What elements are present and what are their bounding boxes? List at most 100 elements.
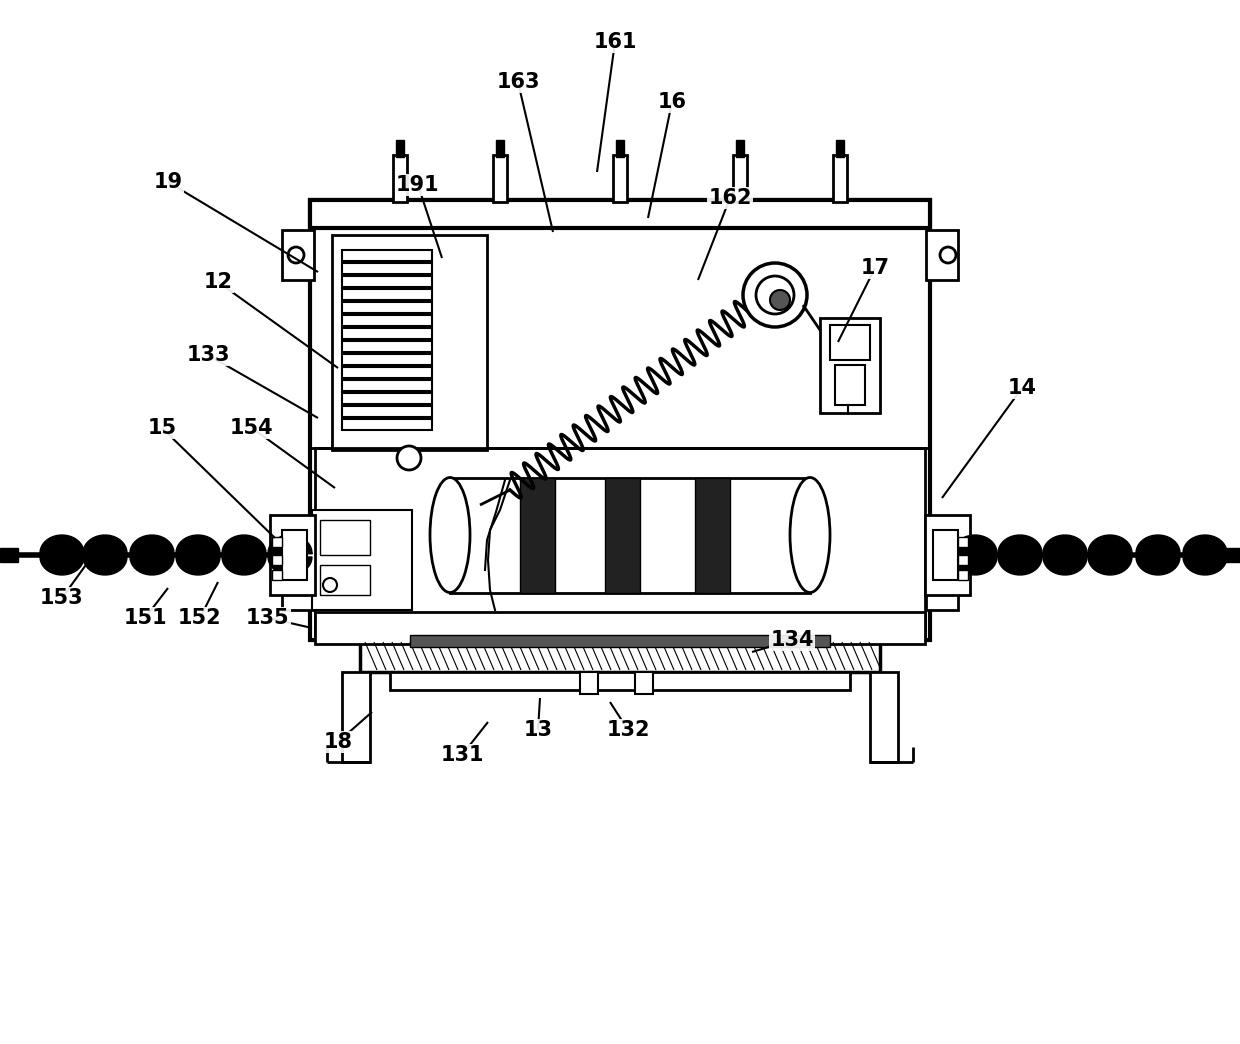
Bar [520, 478, 556, 593]
Bar [580, 672, 598, 694]
Polygon shape [268, 536, 312, 553]
Text: 133: 133 [186, 345, 229, 365]
Bar [332, 235, 487, 450]
Bar [342, 289, 432, 300]
Bar [342, 250, 432, 261]
Polygon shape [83, 536, 126, 553]
Bar [450, 478, 810, 593]
Bar [360, 640, 880, 672]
Ellipse shape [430, 477, 470, 593]
Bar [830, 325, 870, 360]
Bar [1221, 548, 1240, 562]
Text: 162: 162 [708, 188, 751, 208]
Polygon shape [1043, 536, 1087, 553]
Text: 14: 14 [1007, 378, 1037, 398]
Bar [342, 302, 432, 313]
Bar [820, 318, 880, 413]
Text: 19: 19 [154, 172, 182, 192]
Circle shape [743, 263, 807, 327]
Polygon shape [222, 557, 267, 575]
Text: 161: 161 [593, 32, 637, 52]
Bar [694, 478, 730, 593]
Bar [959, 537, 968, 547]
Bar [342, 367, 432, 378]
Bar [281, 560, 314, 610]
Bar [342, 276, 432, 287]
Polygon shape [1043, 557, 1087, 575]
Bar [925, 515, 970, 595]
Circle shape [770, 290, 790, 310]
Bar [310, 200, 930, 640]
Polygon shape [1183, 536, 1228, 553]
Circle shape [288, 247, 304, 263]
Circle shape [397, 446, 422, 470]
Bar [835, 365, 866, 405]
Bar [494, 155, 507, 201]
Text: 12: 12 [203, 272, 233, 292]
Bar [410, 635, 830, 647]
Text: 163: 163 [496, 72, 539, 92]
Text: 134: 134 [770, 630, 813, 650]
Polygon shape [222, 536, 267, 553]
Polygon shape [1087, 536, 1132, 553]
Bar [616, 140, 624, 157]
Text: 131: 131 [440, 745, 484, 765]
Circle shape [940, 577, 956, 593]
Bar [272, 570, 281, 580]
Bar [396, 140, 404, 157]
Bar [270, 515, 315, 595]
Bar [310, 200, 930, 228]
Bar [342, 672, 370, 762]
Bar [342, 406, 432, 417]
Text: 153: 153 [40, 588, 84, 608]
Bar [315, 612, 925, 644]
Bar [733, 155, 746, 201]
Polygon shape [130, 557, 174, 575]
Bar [362, 642, 878, 670]
Polygon shape [40, 536, 84, 553]
Polygon shape [998, 536, 1042, 553]
Bar [391, 672, 849, 690]
Text: 154: 154 [231, 418, 274, 438]
Bar [281, 530, 308, 580]
Bar [342, 263, 432, 274]
Bar [870, 672, 898, 762]
Bar [932, 530, 959, 580]
Bar [342, 419, 432, 430]
Bar [272, 537, 281, 547]
Text: 13: 13 [523, 720, 553, 740]
Bar [959, 555, 968, 565]
Polygon shape [83, 557, 126, 575]
Bar [833, 155, 847, 201]
Bar [342, 328, 432, 339]
Text: 135: 135 [247, 608, 290, 628]
Ellipse shape [790, 477, 830, 593]
Text: 16: 16 [657, 92, 687, 112]
Polygon shape [1136, 557, 1180, 575]
Bar [959, 570, 968, 580]
Circle shape [288, 577, 304, 593]
Text: 191: 191 [397, 175, 440, 195]
Bar [320, 520, 370, 555]
Text: 152: 152 [179, 608, 222, 628]
Bar [737, 140, 744, 157]
Bar [272, 555, 281, 565]
Polygon shape [954, 557, 997, 575]
Bar [613, 155, 627, 201]
Text: 18: 18 [324, 732, 352, 752]
Circle shape [940, 247, 956, 263]
Bar [312, 511, 412, 610]
Polygon shape [1136, 536, 1180, 553]
Polygon shape [1183, 557, 1228, 575]
Bar [0, 548, 19, 562]
Bar [320, 565, 370, 595]
Polygon shape [268, 557, 312, 575]
Text: 17: 17 [861, 258, 889, 278]
Bar [393, 155, 407, 201]
Text: 151: 151 [123, 608, 167, 628]
Bar [342, 354, 432, 365]
Bar [342, 315, 432, 326]
Circle shape [322, 578, 337, 592]
Polygon shape [954, 536, 997, 553]
Circle shape [756, 276, 794, 314]
